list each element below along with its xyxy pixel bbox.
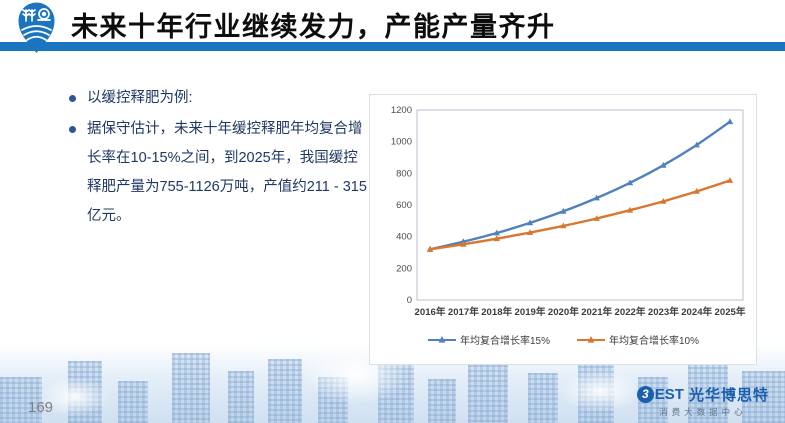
chart-legend: 年均复合增长率15% 年均复合增长率10% bbox=[370, 332, 756, 347]
building-silhouette bbox=[172, 353, 210, 423]
svg-text:400: 400 bbox=[396, 232, 412, 243]
svg-text:2024年: 2024年 bbox=[681, 306, 712, 318]
legend-label: 年均复合增长率15% bbox=[459, 336, 550, 347]
brand-name-latin: EST bbox=[654, 386, 684, 403]
light-glow bbox=[560, 369, 640, 413]
legend-marker-icon bbox=[577, 336, 605, 343]
brand-name-cn: 光华博思特 bbox=[688, 387, 769, 404]
bullet-list: 以缓控释肥为例: 据保守估计，未来十年缓控释肥年均复合增长率在10-15%之间，… bbox=[66, 84, 370, 233]
building-silhouette bbox=[0, 377, 42, 423]
line-chart: 0 200 400 600 800 1000 1200 2016年 2017年 2018年 2019… bbox=[369, 94, 757, 365]
svg-text:2022年: 2022年 bbox=[615, 306, 646, 318]
svg-text:2019年: 2019年 bbox=[515, 306, 546, 318]
svg-text:2016年: 2016年 bbox=[415, 306, 446, 318]
brand-b-icon: 3 bbox=[636, 386, 654, 403]
header-accent-bar bbox=[0, 42, 785, 51]
svg-text:2020年: 2020年 bbox=[548, 306, 579, 318]
svg-text:800: 800 bbox=[396, 168, 412, 179]
svg-text:1000: 1000 bbox=[391, 137, 412, 148]
farm-pin-logo-icon bbox=[18, 2, 55, 54]
building-silhouette bbox=[118, 381, 148, 423]
building-silhouette bbox=[268, 359, 302, 423]
page-number: 169 bbox=[28, 399, 54, 416]
brand-name-row: 3 EST 光华博思特 bbox=[636, 384, 769, 405]
svg-text:1200: 1200 bbox=[391, 105, 412, 116]
building-silhouette bbox=[428, 379, 456, 423]
svg-text:200: 200 bbox=[396, 263, 412, 274]
light-glow bbox=[40, 377, 110, 417]
bullet-item: 据保守估计，未来十年缓控释肥年均复合增长率在10-15%之间，到2025年，我国… bbox=[66, 115, 370, 231]
brand-logo: 3 EST 光华博思特 消费大数据中心 bbox=[636, 384, 769, 418]
legend-label: 年均复合增长率10% bbox=[609, 336, 700, 347]
slide-title: 未来十年行业继续发力，产能产量齐升 bbox=[71, 12, 556, 42]
building-silhouette bbox=[468, 355, 508, 423]
building-silhouette bbox=[228, 371, 254, 423]
svg-text:2023年: 2023年 bbox=[648, 306, 679, 318]
line-chart-svg: 0 200 400 600 800 1000 1200 2016年 2017年 2018年 2019… bbox=[391, 105, 746, 318]
svg-text:2018年: 2018年 bbox=[481, 306, 512, 318]
building-silhouette bbox=[528, 373, 558, 423]
bullet-item: 以缓控释肥为例: bbox=[66, 84, 370, 113]
brand-subtitle: 消费大数据中心 bbox=[659, 407, 747, 417]
legend-item: 年均复合增长率15% bbox=[427, 332, 550, 347]
svg-text:2021年: 2021年 bbox=[581, 306, 612, 318]
svg-text:0: 0 bbox=[407, 295, 412, 306]
legend-item: 年均复合增长率10% bbox=[576, 332, 699, 347]
svg-text:2017年: 2017年 bbox=[448, 306, 479, 318]
building-silhouette bbox=[742, 371, 785, 423]
legend-marker-icon bbox=[427, 336, 456, 343]
svg-text:600: 600 bbox=[396, 200, 412, 211]
svg-text:2025年: 2025年 bbox=[715, 306, 746, 318]
building-silhouette bbox=[688, 357, 728, 423]
